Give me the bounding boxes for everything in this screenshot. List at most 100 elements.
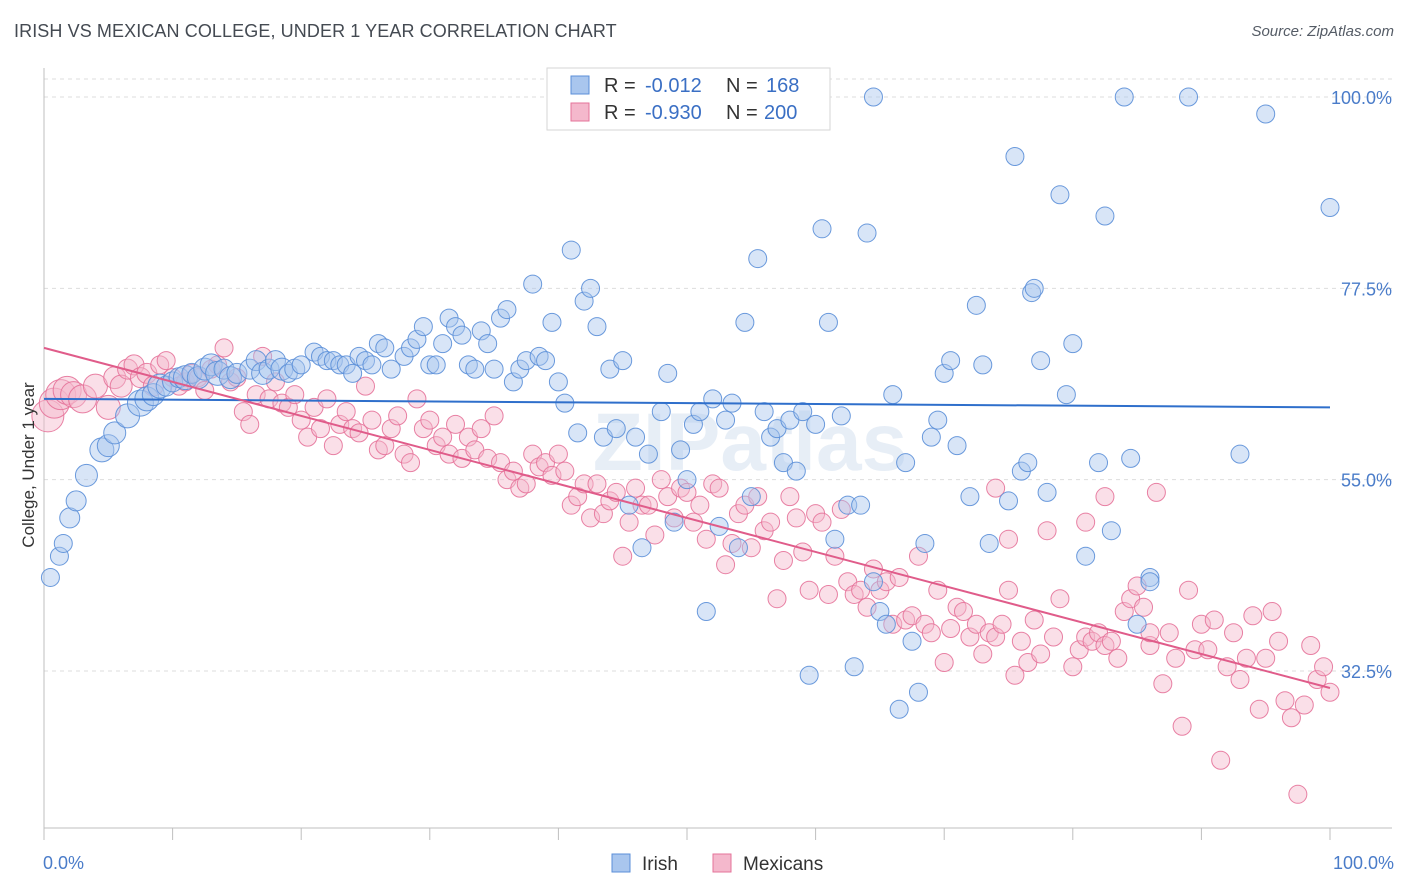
irish-point [413,317,433,337]
mexican-point [356,376,375,396]
mexican-point [883,614,903,634]
irish-point [703,389,723,409]
legend-n-label-mexicans: N = [726,102,758,124]
mexican-point [446,414,466,434]
mexican-point [1159,623,1179,643]
mexican-point [1005,665,1025,685]
irish-point [947,436,967,456]
mexican-point [1134,597,1154,617]
watermark: ZIPatlas [593,397,907,488]
irish-point [999,491,1018,511]
irish-point [581,278,601,298]
irish-point [362,355,382,375]
irish-point [1024,278,1044,298]
irish-point [748,249,768,269]
mexican-point [1114,601,1134,621]
irish-point [239,358,261,380]
mexican-point [109,374,133,398]
mexican-point [433,427,453,447]
legend-n-value-mexicans: 200 [764,102,797,124]
irish-point [126,389,154,417]
mexican-point [1301,635,1321,655]
mexican-point [420,410,440,430]
mexican-point [95,394,121,420]
y-tick-label: 55.0% [1341,471,1392,491]
mexican-point [1230,670,1250,690]
legend-r-label-mexicans: R = [604,102,636,124]
irish-point [896,453,916,473]
mexican-point [1236,648,1256,668]
irish-point [651,402,671,422]
mexican-point [651,470,671,490]
irish-point [49,546,69,566]
irish-point [96,434,120,458]
irish-point [889,699,909,719]
x-axis-left-label: 0.0% [43,853,84,873]
irish-point [1114,87,1134,107]
irish-point [979,533,999,553]
bottom-legend-swatch-mexicans [712,853,732,873]
irish-point [1063,334,1083,354]
irish-point [478,334,498,354]
mexican-point [484,406,504,426]
irish-point [471,321,491,341]
irish-point [1179,87,1199,107]
mexican-point [1063,657,1083,677]
legend-r-value-mexicans: -0.930 [645,102,702,124]
mexican-point [1269,631,1289,651]
irish-point [452,325,472,345]
mexican-point [812,512,832,532]
bottom-legend-label-irish: Irish [642,854,678,875]
irish-point [934,363,954,383]
mexican-point [1024,610,1044,630]
mexican-point [317,389,337,409]
mexican-point [1108,648,1128,668]
mexican-point [1095,487,1115,507]
mexican-point [1275,691,1295,711]
mexican-point [696,529,716,549]
mexican-point [548,444,568,464]
irish-point [407,329,427,349]
irish-point [638,444,658,464]
axes [43,68,1392,840]
mexican-point [1294,695,1314,715]
mexican-point [471,419,491,439]
mexican-point [240,414,260,434]
irish-point [716,410,736,430]
mexican-point [52,375,82,405]
mexican-point [645,525,665,545]
mexican-point [1011,631,1031,651]
mexican-point [1243,606,1263,626]
mexican-point [1224,623,1244,643]
irish-point [844,657,864,677]
mexican-point [1031,644,1051,664]
irish-point [870,601,890,621]
irish-point [523,274,543,294]
mexican-point [818,584,838,604]
irish-point [966,295,986,315]
irish-point [1140,567,1160,587]
irish-point [973,355,993,375]
legend-swatch-irish [570,75,590,95]
irish-point [433,334,453,354]
irish-point [484,359,504,379]
irish-point [793,402,813,422]
irish-point [1037,482,1057,502]
irish-point [902,631,922,651]
irish-point [786,461,806,481]
irish-point [1256,104,1276,124]
irish-point [516,351,536,371]
irish-point [542,312,562,332]
irish-point [664,512,684,532]
irish-point [497,300,517,320]
mexican-point [857,597,877,617]
irish-point [812,219,832,239]
legend-swatch-mexicans [570,102,590,122]
irish-point [381,359,401,379]
mexican-point [1191,614,1211,634]
irish-point [806,414,826,434]
mexican-point [1288,784,1308,804]
irish-point [728,538,748,558]
irish-point [375,338,395,358]
